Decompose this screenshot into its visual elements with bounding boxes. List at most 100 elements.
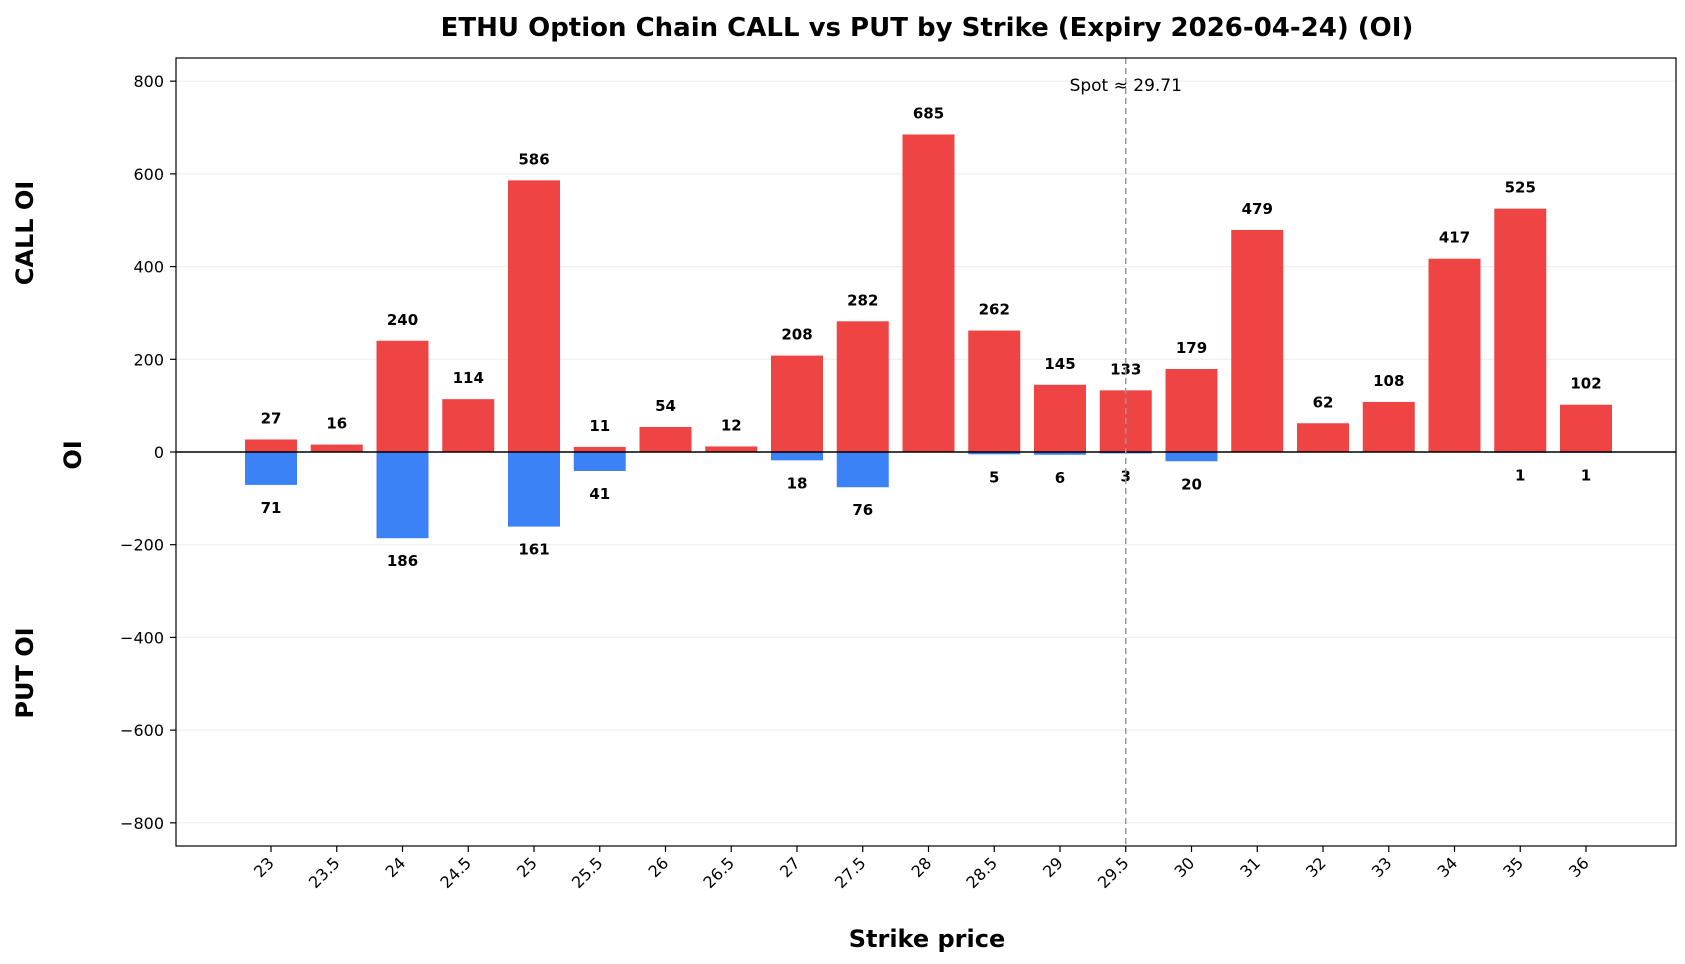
call-bar-label: 114 [453,369,484,387]
call-bar [639,426,692,452]
call-bar-label: 586 [518,150,549,168]
x-tick-label: 29 [1039,853,1067,881]
call-bar [902,134,955,452]
call-bar [376,340,429,452]
call-bar [771,355,823,452]
x-tick-label: 25 [513,853,541,881]
y-tick-label: 200 [133,350,164,369]
x-tick-label: 27.5 [831,853,870,892]
y-tick-label: 600 [133,165,164,184]
put-bar [508,452,560,527]
x-tick-label: 32 [1302,853,1330,881]
x-tick-label: 25.5 [568,853,607,892]
call-bar [245,439,297,452]
call-bar [1165,369,1218,452]
x-tick-label: 36 [1565,853,1593,881]
put-bar [1034,452,1086,455]
y-tick-label: 0 [154,443,164,462]
x-tick-label: 31 [1236,853,1264,881]
x-tick-label: 33 [1368,853,1396,881]
call-bar-label: 208 [781,326,812,344]
x-tick-label: 29.5 [1094,853,1133,892]
call-bar-label: 108 [1373,372,1404,390]
call-bar-label: 240 [387,311,418,329]
put-bar-label: 71 [261,499,282,517]
y-tick-label: −400 [120,628,164,647]
y-axis-label: OI [59,440,87,469]
put-bar [1165,452,1218,462]
bars-layer [245,134,1612,539]
call-bar [573,446,626,452]
y-tick-label: 400 [133,258,164,277]
x-axis-label: Strike price [849,925,1006,953]
x-tick-label: 24.5 [436,853,475,892]
call-bar [508,180,560,452]
put-bar-label: 186 [387,552,418,570]
plot-frame [175,57,1677,847]
call-bar-label: 417 [1439,229,1470,247]
call-bar-label: 62 [1313,393,1334,411]
call-bar-label: 282 [847,291,878,309]
y-tick-label: −600 [120,721,164,740]
put-bar-label: 1 [1581,466,1591,484]
put-bar [245,452,297,485]
call-bar-label: 525 [1505,179,1536,197]
put-bar-label: 1 [1515,466,1525,484]
call-bar [1231,229,1284,452]
call-bar [836,321,889,452]
x-tick-label: 24 [381,853,409,881]
y-tick-label: −800 [120,814,164,833]
call-side-label: CALL OI [11,181,39,285]
call-bar [1428,258,1481,452]
call-bar-label: 479 [1242,200,1273,218]
axes-layer: 800 600 400 200 0 −200 −400 −600 −800 Spot ≈ 29.7… [120,57,1677,892]
put-bar-label: 76 [852,501,873,519]
put-bar-label: 41 [589,485,610,503]
x-tick-label: 28.5 [962,853,1001,892]
x-tick-label: 28 [907,853,935,881]
x-tick-label: 27 [776,853,804,881]
put-bar-label: 20 [1181,475,1202,493]
x-tick-label: 30 [1170,853,1198,881]
put-bar [376,452,429,539]
put-bar [968,452,1021,455]
call-bar [705,446,758,452]
call-bar [1362,401,1415,452]
call-bar [1297,423,1349,452]
call-bar-label: 685 [913,104,944,122]
call-bar-label: 179 [1176,339,1207,357]
call-bar-label: 16 [326,415,347,433]
y-tick-label: −200 [120,536,164,555]
x-tick-label: 34 [1433,853,1461,881]
x-tick-label: 23 [250,853,278,881]
put-bar [573,452,626,472]
call-bar [310,444,363,452]
put-bar-label: 161 [518,541,549,559]
call-bar [1034,384,1086,452]
call-bar [968,330,1021,452]
put-bar-label: 3 [1121,467,1131,485]
put-bar-label: 18 [787,474,808,492]
put-bar-label: 5 [989,468,999,486]
call-bar-label: 262 [979,301,1010,319]
call-bar-label: 27 [261,409,282,427]
put-bar-label: 6 [1055,469,1065,487]
spot-label: Spot ≈ 29.71 [1070,76,1182,96]
call-bar [442,399,495,452]
call-bar [1494,208,1547,452]
x-tick-label: 23.5 [305,853,344,892]
call-bar-label: 145 [1044,355,1075,373]
x-tick-label: 35 [1499,853,1527,881]
chart-title: ETHU Option Chain CALL vs PUT by Strike … [441,13,1414,43]
call-bar [1560,404,1612,452]
put-bar [836,452,889,488]
call-bar-label: 54 [655,397,676,415]
x-tick-label: 26.5 [699,853,738,892]
put-side-label: PUT OI [11,627,39,718]
call-bar-label: 102 [1570,375,1601,393]
put-bar [771,452,823,461]
call-bar-label: 12 [721,416,742,434]
